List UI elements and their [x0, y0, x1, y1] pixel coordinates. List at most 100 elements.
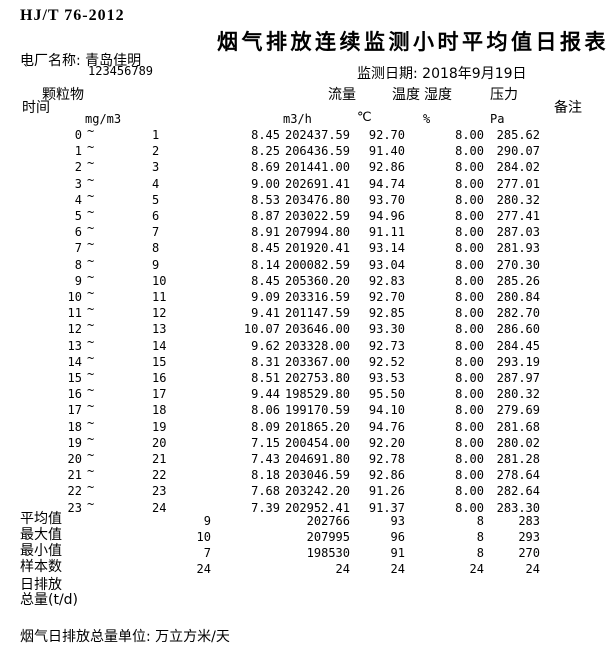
time-end: 21: [152, 452, 167, 466]
time-end: 19: [152, 419, 167, 434]
humidity-value: 8.00: [455, 322, 484, 337]
flow-value: 207994.80: [284, 225, 350, 240]
flow-value: 202691.41: [284, 176, 350, 191]
particulate-value: 8.06: [251, 403, 280, 418]
monitor-date-label: 监测日期: 2018年9月19日: [357, 66, 527, 82]
humidity-value: 8.00: [455, 387, 484, 402]
flow-value: 202952.41: [284, 500, 350, 515]
pressure-value: 282.64: [496, 484, 540, 499]
time-tilde: ~: [87, 172, 95, 187]
temperature-value: 91.26: [368, 484, 405, 499]
time-start: 6: [74, 225, 82, 240]
temperature-value: 94.10: [368, 403, 405, 418]
pressure-value: 287.03: [496, 225, 540, 240]
particulate-value: 8.51: [251, 371, 280, 385]
flow-value: 203367.00: [284, 354, 350, 369]
pressure-value: 280.32: [496, 387, 540, 402]
summary-pressure-value: 270: [518, 546, 540, 560]
pressure-value: 290.07: [496, 144, 540, 159]
table-row: 11 ~ 12 9.41 201147.59 92.85 8.00 282.70: [0, 302, 607, 322]
pressure-value: 286.60: [496, 322, 540, 337]
particulate-value: 8.91: [251, 225, 280, 240]
time-start: 16: [67, 387, 82, 402]
particulate-value: 8.53: [251, 192, 280, 207]
time-end: 2: [152, 144, 160, 159]
time-tilde: ~: [87, 334, 95, 349]
footer-label: 总量(t/d): [20, 592, 79, 608]
time-start: 15: [67, 371, 82, 385]
summary-particulate-value: 10: [196, 530, 211, 544]
pressure-value: 278.64: [496, 468, 540, 483]
time-tilde: ~: [87, 188, 95, 203]
particulate-value: 7.39: [251, 500, 280, 515]
humidity-value: 8.00: [455, 273, 484, 288]
flow-value: 204691.80: [284, 452, 350, 466]
summary-temperature-value: 24: [390, 562, 405, 576]
pressure-value: 280.84: [496, 290, 540, 304]
time-end: 24: [152, 500, 167, 515]
particulate-value: 9.62: [251, 338, 280, 353]
humidity-value: 8.00: [455, 452, 484, 466]
flow-value: 203316.59: [284, 290, 350, 304]
flow-value: 201441.00: [284, 160, 350, 175]
summary-pressure-value: 293: [518, 530, 540, 544]
temperature-value: 93.14: [368, 241, 405, 256]
temperature-value: 92.85: [368, 306, 405, 321]
time-start: 14: [67, 354, 82, 369]
flow-value: 206436.59: [284, 144, 350, 159]
humidity-value: 8.00: [455, 176, 484, 191]
column-header-particulate: 颗粒物: [42, 87, 84, 103]
time-tilde: ~: [87, 367, 95, 381]
table-row: 18 ~ 19 8.09 201865.20 94.76 8.00 281.68: [0, 416, 607, 436]
particulate-value: 8.09: [251, 419, 280, 434]
humidity-value: 8.00: [455, 209, 484, 223]
time-end: 8: [152, 241, 160, 256]
pressure-value: 281.28: [496, 452, 540, 466]
flow-value: 198529.80: [284, 387, 350, 402]
particulate-value: 8.45: [251, 128, 280, 142]
time-start: 19: [67, 435, 82, 450]
unit-temperature: ℃: [357, 110, 372, 125]
table-row: 22 ~ 23 7.68 203242.20 91.26 8.00 282.64: [0, 480, 607, 500]
column-header-temperature: 温度: [392, 87, 420, 103]
flow-value: 200082.59: [284, 257, 350, 272]
table-row: 4 ~ 5 8.53 203476.80 93.70 8.00 280.32: [0, 189, 607, 209]
pressure-value: 277.41: [496, 209, 540, 223]
time-end: 10: [152, 273, 167, 288]
temperature-value: 92.52: [368, 354, 405, 369]
temperature-value: 94.74: [368, 176, 405, 191]
table-row: 7 ~ 8 8.45 201920.41 93.14 8.00 281.93: [0, 237, 607, 257]
flow-value: 203242.20: [284, 484, 350, 499]
pressure-value: 281.68: [496, 419, 540, 434]
time-tilde: ~: [87, 269, 95, 284]
pressure-value: 283.30: [496, 500, 540, 515]
time-end: 16: [152, 371, 167, 385]
time-start: 22: [67, 484, 82, 499]
time-start: 4: [74, 192, 82, 207]
time-tilde: ~: [87, 318, 95, 333]
pressure-value: 285.62: [496, 128, 540, 142]
temperature-value: 92.70: [368, 128, 405, 142]
flow-value: 203646.00: [284, 322, 350, 337]
time-start: 17: [67, 403, 82, 418]
humidity-value: 8.00: [455, 500, 484, 515]
flow-value: 202437.59: [284, 128, 350, 142]
table-row: 1 ~ 2 8.25 206436.59 91.40 8.00 290.07: [0, 140, 607, 160]
summary-flow-value: 198530: [306, 546, 350, 560]
unit-flow: m3/h: [283, 112, 312, 126]
standard-code: HJ/T 76-2012: [20, 7, 125, 24]
time-tilde: ~: [87, 448, 95, 462]
table-row: 16 ~ 17 9.44 198529.80 95.50 8.00 280.32: [0, 383, 607, 403]
table-row: 9 ~ 10 8.45 205360.20 92.83 8.00 285.26: [0, 270, 607, 290]
flow-value: 201920.41: [284, 241, 350, 256]
pressure-value: 287.97: [496, 371, 540, 385]
temperature-value: 93.30: [368, 322, 405, 337]
particulate-value: 8.14: [251, 257, 280, 272]
summary-label: 样本数: [20, 559, 62, 575]
time-tilde: ~: [87, 302, 95, 317]
pressure-value: 277.01: [496, 176, 540, 191]
humidity-value: 8.00: [455, 257, 484, 272]
flow-value: 205360.20: [284, 273, 350, 288]
particulate-value: 8.18: [251, 468, 280, 483]
column-header-flow: 流量: [328, 87, 356, 103]
